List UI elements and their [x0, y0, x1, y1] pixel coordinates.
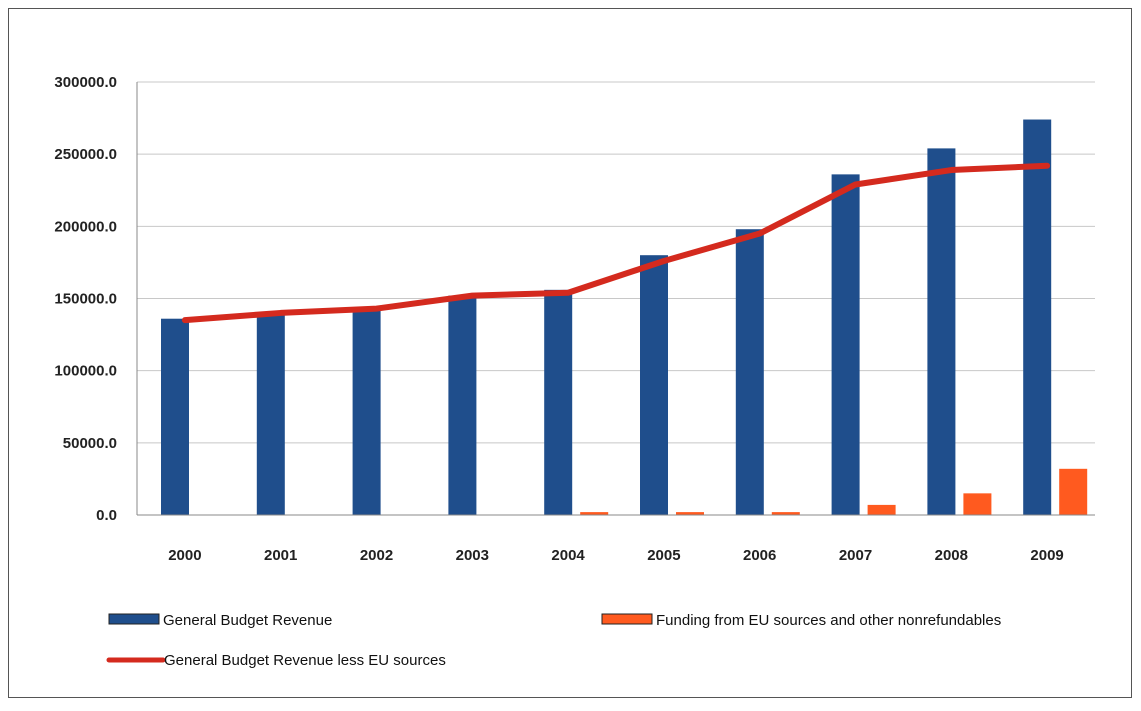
bar-general-budget-revenue-2003 — [448, 295, 477, 515]
x-tick-label: 2001 — [264, 547, 297, 564]
bar-general-budget-revenue-2000 — [161, 318, 189, 515]
bar-eu-funding-2009 — [1059, 468, 1088, 515]
x-tick-label: 2009 — [1030, 547, 1063, 564]
legend-label-eu-funding: Funding from EU sources and other nonref… — [656, 612, 1001, 629]
y-tick-label: 300000.0 — [54, 74, 117, 91]
bar-general-budget-revenue-2001 — [256, 312, 285, 515]
bar-general-budget-revenue-2005 — [640, 255, 668, 515]
bar-eu-funding-2005 — [676, 512, 704, 515]
legend: General Budget Revenue Funding from EU s… — [106, 612, 1001, 669]
x-tick-label: 2007 — [839, 547, 872, 564]
legend-label-revenue-less-eu: General Budget Revenue less EU sources — [164, 652, 446, 669]
y-tick-label: 100000.0 — [54, 363, 117, 380]
line-general-budget-revenue-less-eu — [181, 162, 1051, 324]
x-axis: 2000 2001 2002 2003 2004 2005 2006 2007 2008 2009 — [137, 514, 1095, 564]
x-tick-label: 2006 — [743, 547, 776, 564]
legend-label-general-budget-revenue: General Budget Revenue — [163, 612, 332, 629]
y-tick-label: 250000.0 — [54, 146, 117, 163]
legend-swatch-eu-funding — [601, 613, 653, 625]
bar-general-budget-revenue-2007 — [831, 174, 860, 515]
bar-eu-funding-2008 — [963, 493, 992, 515]
y-tick-label: 50000.0 — [63, 435, 117, 452]
y-axis: 0.0 50000.0 100000.0 150000.0 200000.0 250000… — [54, 74, 138, 524]
y-tick-label: 150000.0 — [54, 291, 117, 308]
x-tick-label: 2004 — [551, 547, 585, 564]
legend-swatch-general-budget-revenue — [108, 613, 160, 625]
bar-general-budget-revenue-2009 — [1023, 119, 1052, 515]
chart: 0.0 50000.0 100000.0 150000.0 200000.0 250000… — [54, 74, 1095, 669]
y-tick-label: 0.0 — [96, 507, 117, 524]
x-tick-label: 2005 — [647, 547, 680, 564]
bar-general-budget-revenue-2004 — [544, 289, 573, 515]
bars — [161, 119, 1088, 516]
chart-frame: 0.0 50000.0 100000.0 150000.0 200000.0 250000… — [8, 8, 1132, 698]
x-tick-label: 2003 — [456, 547, 489, 564]
bar-eu-funding-2004 — [580, 512, 609, 515]
bar-general-budget-revenue-2008 — [927, 148, 956, 516]
y-tick-label: 200000.0 — [54, 218, 117, 235]
bar-general-budget-revenue-2002 — [352, 308, 381, 515]
x-tick-label: 2008 — [935, 547, 968, 564]
bar-eu-funding-2006 — [771, 512, 800, 515]
bar-general-budget-revenue-2006 — [735, 229, 764, 515]
x-tick-label: 2002 — [360, 547, 393, 564]
bar-eu-funding-2007 — [867, 504, 896, 515]
x-tick-label: 2000 — [168, 547, 201, 564]
line-series — [181, 162, 1051, 324]
gridlines — [137, 81, 1095, 516]
